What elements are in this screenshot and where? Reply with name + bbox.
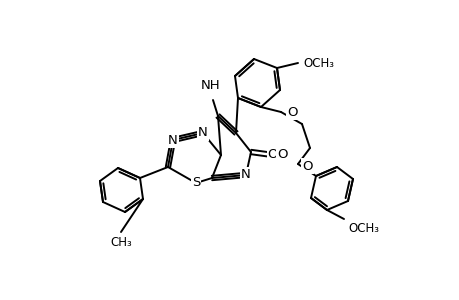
Text: NH: NH xyxy=(201,79,220,92)
Text: OCH₃: OCH₃ xyxy=(347,222,378,235)
Text: O: O xyxy=(286,106,297,118)
Text: S: S xyxy=(191,176,200,190)
Text: O: O xyxy=(302,160,312,172)
Text: NH: NH xyxy=(203,83,222,96)
Text: CH₃: CH₃ xyxy=(110,236,132,249)
Text: N: N xyxy=(241,169,250,182)
Text: O: O xyxy=(267,148,278,161)
Text: N: N xyxy=(168,134,178,146)
Text: N: N xyxy=(198,127,207,140)
Text: OCH₃: OCH₃ xyxy=(302,56,333,70)
Text: O: O xyxy=(276,148,287,161)
